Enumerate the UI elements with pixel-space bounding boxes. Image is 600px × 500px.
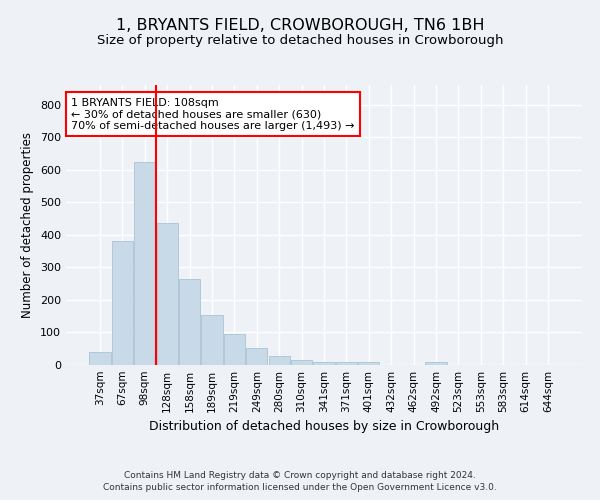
- Bar: [224, 334, 245, 365]
- Bar: [313, 362, 335, 365]
- Bar: [134, 162, 155, 365]
- Text: 1 BRYANTS FIELD: 108sqm
← 30% of detached houses are smaller (630)
70% of semi-d: 1 BRYANTS FIELD: 108sqm ← 30% of detache…: [71, 98, 355, 131]
- Text: Size of property relative to detached houses in Crowborough: Size of property relative to detached ho…: [97, 34, 503, 47]
- Text: Contains HM Land Registry data © Crown copyright and database right 2024.
Contai: Contains HM Land Registry data © Crown c…: [103, 471, 497, 492]
- Bar: [112, 242, 133, 365]
- Bar: [425, 362, 446, 365]
- Bar: [246, 348, 268, 365]
- Bar: [269, 356, 290, 365]
- Bar: [89, 352, 111, 365]
- Y-axis label: Number of detached properties: Number of detached properties: [22, 132, 34, 318]
- Bar: [336, 362, 357, 365]
- Bar: [358, 362, 379, 365]
- Bar: [202, 314, 223, 365]
- Text: 1, BRYANTS FIELD, CROWBOROUGH, TN6 1BH: 1, BRYANTS FIELD, CROWBOROUGH, TN6 1BH: [116, 18, 484, 32]
- X-axis label: Distribution of detached houses by size in Crowborough: Distribution of detached houses by size …: [149, 420, 499, 434]
- Bar: [291, 360, 312, 365]
- Bar: [179, 278, 200, 365]
- Bar: [157, 224, 178, 365]
